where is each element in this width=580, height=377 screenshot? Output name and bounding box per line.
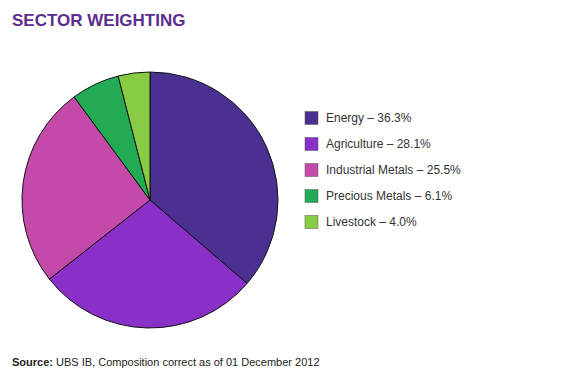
pie [22,72,278,328]
chart-container: SECTOR WEIGHTING Energy – 36.3% Agricultur… [0,0,580,377]
background [0,0,580,377]
legend-label: Precious Metals – 6.1% [326,189,452,203]
chart: SECTOR WEIGHTING Energy – 36.3% Agricultur… [0,0,580,377]
legend-swatch [305,112,318,125]
source-label: Source: [12,356,53,368]
title: SECTOR WEIGHTING [12,11,185,30]
legend-label: Industrial Metals – 25.5% [326,163,461,177]
pie-slice [118,72,150,200]
legend-label: Energy – 36.3% [326,111,412,125]
legend-swatch [305,164,318,177]
source-note: Source: UBS IB, Composition correct as o… [12,356,320,368]
legend-swatch [305,216,318,229]
legend-label: Agriculture – 28.1% [326,137,431,151]
legend-swatch [305,138,318,151]
legend-swatch [305,190,318,203]
legend-label: Livestock – 4.0% [326,215,417,229]
source-text: UBS IB, Composition correct as of 01 Dec… [53,356,320,368]
legend: Energy – 36.3% Agriculture – 28.1% Industr… [305,111,461,229]
